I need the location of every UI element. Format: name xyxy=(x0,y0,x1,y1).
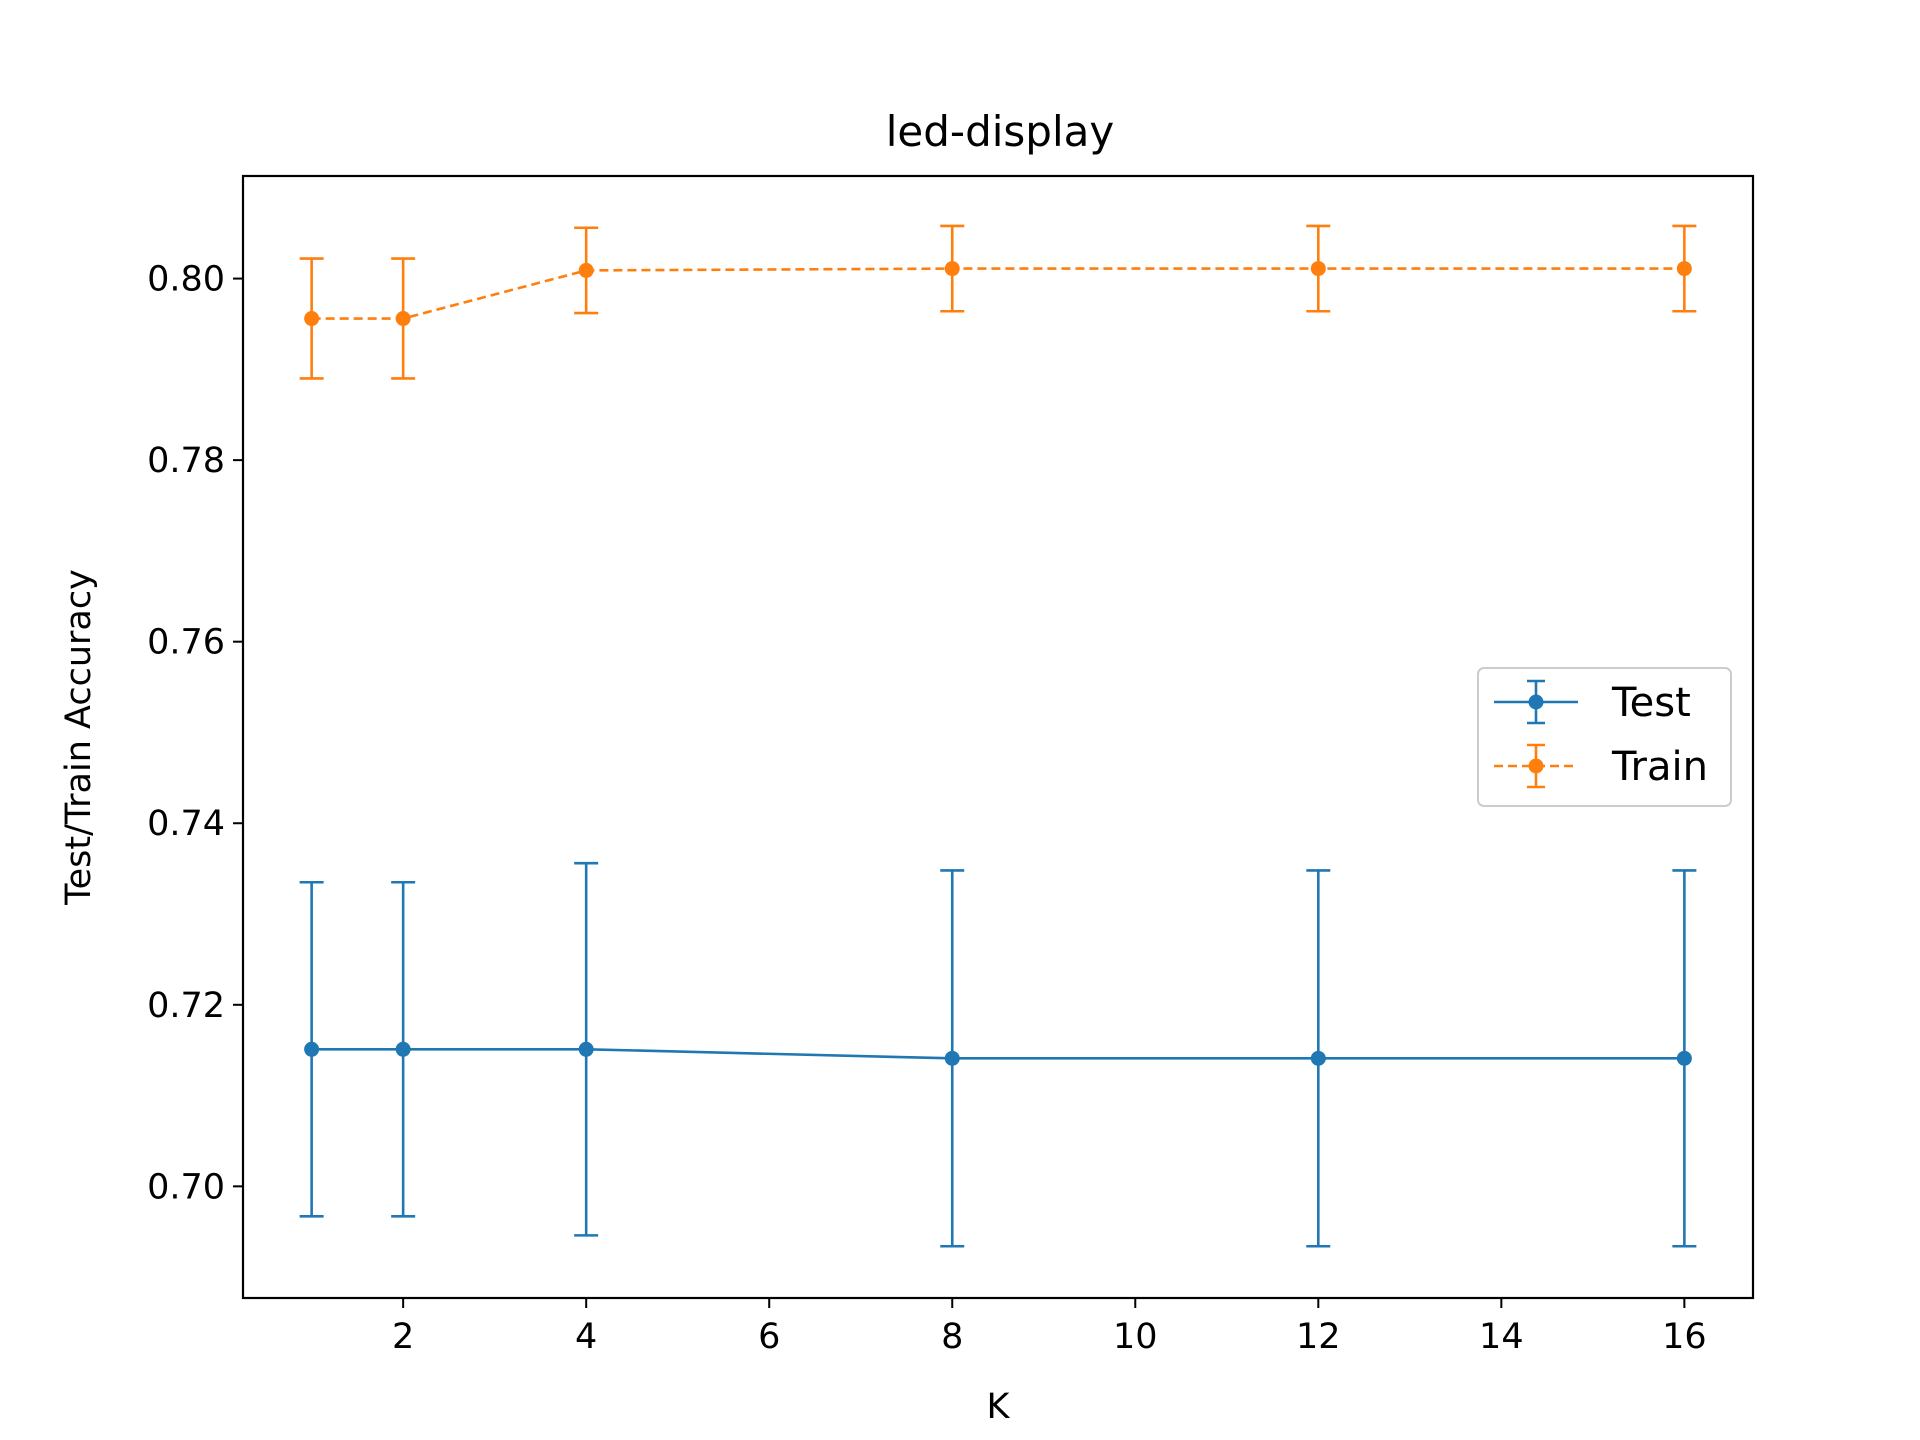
y-tick-label: 0.70 xyxy=(147,1167,225,1207)
test-point xyxy=(578,1041,594,1057)
series-test xyxy=(299,861,1697,1248)
legend-entry-test: Test xyxy=(1494,679,1691,726)
chart-title: led-display xyxy=(886,107,1114,156)
y-tick-label: 0.80 xyxy=(147,260,225,300)
legend-marker-test xyxy=(1528,694,1544,710)
series-train xyxy=(299,224,1697,380)
train-point xyxy=(1676,261,1692,277)
legend-label-test: Test xyxy=(1611,680,1691,726)
axes-frame xyxy=(241,174,1755,1300)
test-line xyxy=(311,1047,1685,1060)
x-tick-label: 10 xyxy=(1113,1317,1158,1357)
y-tick-label: 0.76 xyxy=(147,623,225,663)
train-line xyxy=(311,267,1685,320)
y-axis-label: Test/Train Accuracy xyxy=(59,569,99,906)
test-point xyxy=(1676,1050,1692,1066)
x-tick-label: 16 xyxy=(1662,1317,1707,1357)
y-tick-label: 0.72 xyxy=(147,986,225,1026)
axis-ticks: 2 4 6 8 10 12 14 16 0.70 0.72 0.74 0.76 0.78 0.80 xyxy=(147,260,1707,1357)
test-point xyxy=(395,1041,411,1057)
x-axis-label: K xyxy=(987,1387,1011,1427)
x-tick-label: 8 xyxy=(941,1317,963,1357)
x-tick-label: 14 xyxy=(1479,1317,1524,1357)
test-point xyxy=(1310,1050,1326,1066)
legend: Test Train xyxy=(1477,667,1732,807)
x-tick-label: 4 xyxy=(575,1317,597,1357)
legend-marker-train xyxy=(1528,758,1544,774)
test-point xyxy=(944,1050,960,1066)
train-point xyxy=(1310,261,1326,277)
train-point xyxy=(395,311,411,327)
legend-entry-train: Train xyxy=(1494,743,1708,790)
train-point xyxy=(578,262,594,278)
legend-label-train: Train xyxy=(1611,744,1708,790)
plot-area xyxy=(299,224,1697,1248)
x-tick-label: 6 xyxy=(758,1317,780,1357)
test-point xyxy=(304,1041,320,1057)
train-point xyxy=(304,311,320,327)
x-tick-label: 2 xyxy=(392,1317,414,1357)
y-tick-label: 0.74 xyxy=(147,804,225,844)
y-tick-label: 0.78 xyxy=(147,441,225,481)
x-tick-label: 12 xyxy=(1296,1317,1341,1357)
train-point xyxy=(944,261,960,277)
